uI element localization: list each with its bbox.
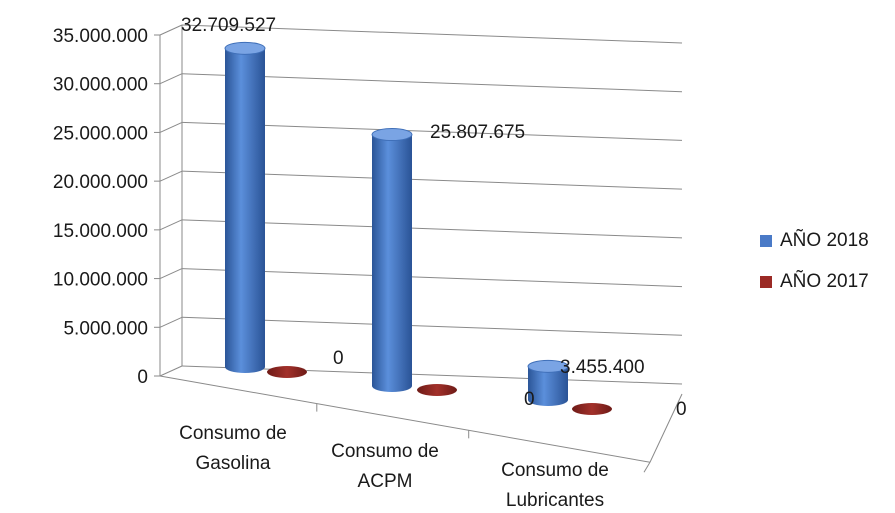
chart-walls (159, 25, 683, 473)
floor-corner-tick (643, 461, 651, 473)
gridline-back-0 (181, 365, 683, 385)
bar-series-1-top (371, 128, 413, 142)
gridline-back-1 (181, 316, 683, 336)
gridlines (154, 24, 683, 385)
gridline-left-0 (159, 365, 183, 377)
y-tick-label: 10.000.000 (53, 270, 148, 291)
gridline-back-4 (181, 170, 683, 190)
y-tick-label: 5.000.000 (63, 318, 148, 339)
data-label-series-2: 0 (524, 389, 535, 410)
y-tick-label: 20.000.000 (53, 172, 148, 193)
legend-item-series-2: AÑO 2017 (760, 269, 869, 294)
bar-series-1-top (527, 359, 569, 373)
gridline-left-5 (159, 121, 183, 133)
legend-label-series-2: AÑO 2017 (780, 270, 869, 292)
gridline-back-7 (181, 24, 683, 44)
bar-series-1-body (225, 48, 265, 374)
x-axis-categories: Consumo de Gasolina Consumo de ACPM Consumo … (179, 423, 609, 511)
gridline-left-6 (159, 73, 183, 85)
y-tick-label: 30.000.000 (53, 75, 148, 96)
x-category-label: Gasolina (196, 453, 271, 474)
bar-series-1-body (528, 366, 568, 406)
bar-series-2 (572, 403, 612, 415)
y-tick-label: 15.000.000 (53, 221, 148, 242)
gridline-left-1 (159, 316, 183, 328)
gridline-back-6 (181, 73, 683, 93)
x-axis-line (159, 375, 651, 463)
gridline-left-3 (159, 219, 183, 231)
legend-label-series-1: AÑO 2018 (780, 229, 869, 251)
legend-swatch-series-2 (760, 275, 772, 288)
x-category-label: Consumo de (331, 441, 439, 462)
y-tick-label: 25.000.000 (53, 123, 148, 144)
legend-item-series-1: AÑO 2018 (760, 228, 869, 253)
x-category-label: Consumo de (501, 460, 609, 481)
legend: AÑO 2018 AÑO 2017 (760, 228, 869, 310)
data-label-series-1: 25.807.675 (430, 122, 525, 143)
y-tick-label: 35.000.000 (53, 26, 148, 47)
bar-series-1-body (372, 134, 412, 392)
y-tick-label: 0 (137, 367, 148, 388)
y-axis-ticks: 0 5.000.000 10.000.000 15.000.000 20.000.000… (53, 26, 148, 388)
legend-swatch-series-1 (760, 234, 772, 247)
data-label-series-2: 0 (333, 348, 344, 369)
x-category-label: Lubricantes (506, 490, 604, 511)
gridline-left-4 (159, 170, 183, 182)
floor-right-edge (649, 393, 683, 463)
gridline-back-2 (181, 268, 683, 288)
x-category-label: Consumo de (179, 423, 287, 444)
gridline-left-7 (159, 24, 183, 36)
data-label-series-1: 32.709.527 (181, 15, 276, 36)
data-label-series-1: 3.455.400 (560, 357, 645, 378)
bar-series-2 (417, 384, 457, 396)
gridline-back-3 (181, 219, 683, 239)
data-labels: 32.709.527 25.807.675 3.455.400 0 0 0 (181, 15, 687, 420)
gridline-left-2 (159, 268, 183, 280)
bar-series-2 (267, 366, 307, 378)
x-category-label: ACPM (358, 471, 413, 492)
bar-series-1-top (224, 41, 266, 55)
chart-marks (224, 41, 614, 419)
data-label-series-2: 0 (676, 399, 687, 420)
gridline-back-5 (181, 121, 683, 141)
